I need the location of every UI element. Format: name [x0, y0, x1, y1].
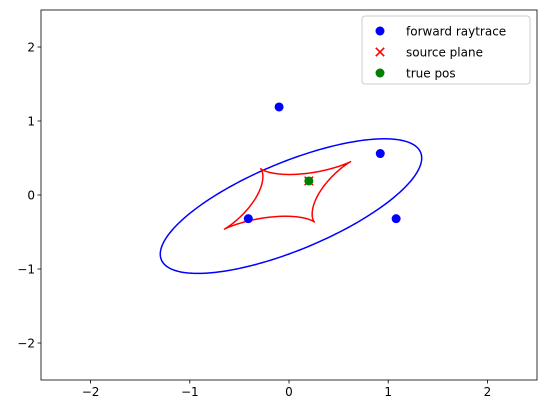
legend-marker: [375, 47, 385, 57]
caustic-ellipse: [159, 138, 423, 275]
x-tick-label: 1: [384, 385, 392, 399]
caustic-astroid: [223, 160, 352, 230]
forward-raytrace-point-0: [274, 102, 284, 112]
legend-marker: [375, 68, 385, 78]
x-tick-label: 0: [285, 385, 293, 399]
ticks-layer: −2 −1 0 1 2 −2 −1 0 1 2: [17, 41, 491, 400]
true-pos-point-0: [304, 176, 314, 186]
legend-box: [361, 15, 531, 85]
forward-raytrace-point-2: [243, 214, 253, 224]
points-layer: [243, 102, 401, 224]
y-tick-label: 2: [27, 41, 35, 55]
x-tick-label: −2: [82, 385, 100, 399]
curves-layer: [159, 138, 423, 275]
y-tick-label: 0: [27, 189, 35, 203]
legend-entries: forward raytrace source plane true pos: [375, 25, 506, 81]
forward-raytrace-point-3: [391, 214, 401, 224]
y-tick-label: 1: [27, 115, 35, 129]
legend-marker: [375, 26, 385, 36]
x-tick-label: −1: [181, 385, 199, 399]
legend-entry-true-pos: true pos: [375, 67, 456, 81]
legend: forward raytrace source plane true pos: [361, 15, 531, 85]
legend-label: source plane: [406, 46, 483, 60]
marker-stroke: [375, 47, 385, 57]
legend-label: forward raytrace: [406, 25, 506, 39]
forward-raytrace-point-1: [375, 149, 385, 159]
legend-label: true pos: [406, 67, 456, 81]
y-tick-label: −1: [17, 263, 35, 277]
y-tick-label: −2: [17, 337, 35, 351]
legend-entry-source-plane: source plane: [375, 46, 483, 60]
x-tick-label: 2: [484, 385, 492, 399]
legend-entry-forward-raytrace: forward raytrace: [375, 25, 506, 39]
